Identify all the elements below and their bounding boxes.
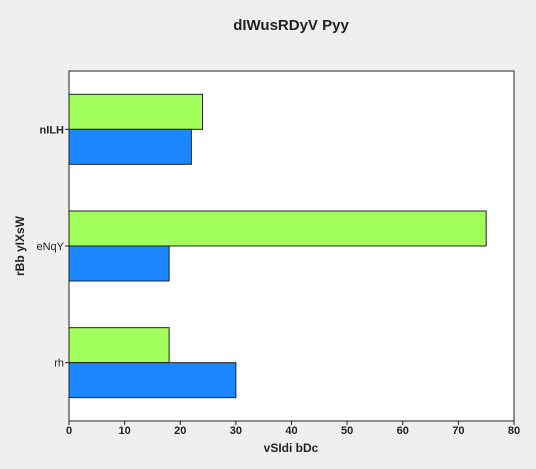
bar-nILH-series-2 <box>68 128 192 165</box>
chart-title: dIWusRDyV Pyy <box>233 17 349 34</box>
x-tick-label: 70 <box>452 425 464 437</box>
x-tick-label: 80 <box>508 425 520 437</box>
x-tick-label: 10 <box>119 425 131 437</box>
x-tick-label: 40 <box>285 425 297 437</box>
bar-eNqY-series-1 <box>68 210 487 247</box>
y-tick-label: nILH <box>40 124 64 136</box>
y-axis-ticks: nILH eNqY rh <box>36 124 69 370</box>
bar-rh-series-1 <box>68 327 170 364</box>
bar-rh-series-2 <box>68 362 237 399</box>
bars-group <box>68 93 487 399</box>
bar-eNqY-series-2 <box>68 245 170 282</box>
x-axis-ticks: 0 10 20 30 40 50 60 70 80 <box>66 421 520 437</box>
bar-nILH-series-1 <box>68 93 203 130</box>
x-axis-label: vSIdi bDc <box>264 441 319 455</box>
y-axis-label: rBb yIXsW <box>13 215 27 276</box>
y-tick-label: rh <box>54 358 64 370</box>
x-tick-label: 50 <box>341 425 353 437</box>
x-tick-label: 20 <box>174 425 186 437</box>
x-tick-label: 60 <box>397 425 409 437</box>
y-tick-label: eNqY <box>36 241 64 253</box>
x-tick-label: 30 <box>230 425 242 437</box>
x-tick-label: 0 <box>66 425 72 437</box>
